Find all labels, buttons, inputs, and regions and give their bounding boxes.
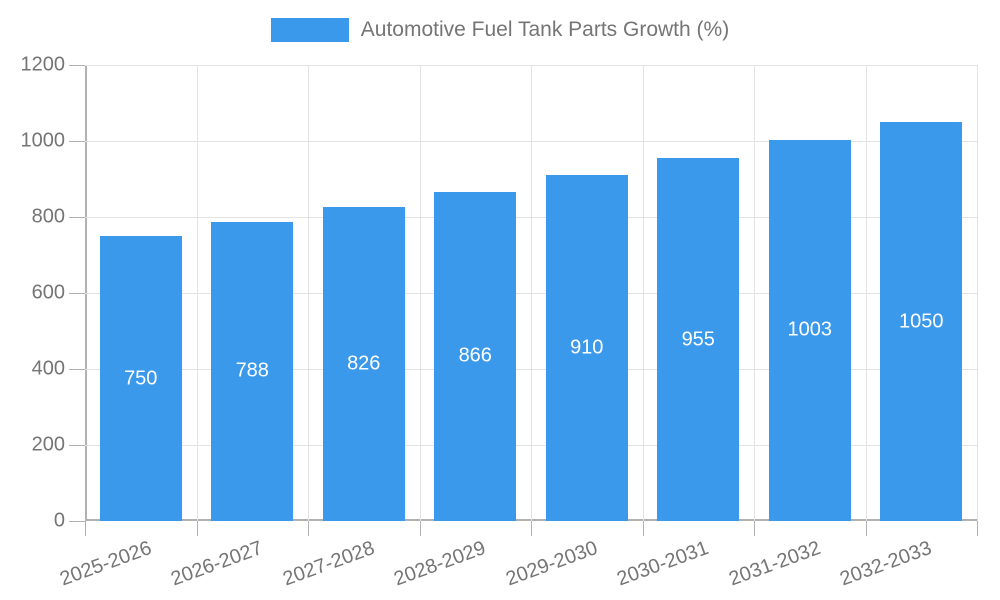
- y-axis-tick: [69, 293, 85, 294]
- x-tick-label: 2032-2033: [837, 537, 935, 591]
- x-axis-tick: [754, 521, 755, 536]
- bar-value-label: 750: [124, 367, 158, 389]
- v-gridline: [196, 65, 198, 521]
- bar-2029-2030[interactable]: [545, 175, 628, 521]
- v-gridline: [642, 65, 644, 521]
- bar-2030-2031[interactable]: [657, 158, 740, 521]
- x-tick-label: 2026-2027: [168, 537, 266, 591]
- bar-value-label: 826: [347, 352, 381, 375]
- y-tick-label: 200: [31, 433, 65, 456]
- x-axis-tick: [642, 521, 644, 536]
- bar-2032-2033[interactable]: [880, 122, 963, 521]
- y-axis-tick: [69, 217, 85, 218]
- y-tick-label: 800: [31, 205, 65, 228]
- x-axis-tick: [196, 521, 198, 536]
- bar-2031-2032[interactable]: [768, 139, 851, 521]
- v-gridline: [419, 65, 421, 521]
- bar-value-label: 1050: [899, 310, 944, 332]
- x-axis-tick: [977, 521, 978, 536]
- x-axis-tick: [865, 521, 867, 536]
- v-gridline: [531, 65, 532, 521]
- bar-value-label: 866: [458, 344, 492, 367]
- y-tick-label: 600: [31, 281, 65, 304]
- y-axis-tick: [69, 141, 85, 142]
- x-tick-label: 2031-2032: [725, 537, 824, 591]
- y-axis-tick: [69, 521, 85, 522]
- bar-2025-2026[interactable]: [99, 236, 182, 521]
- plot-area: 0 200 400 600 800 1000 1200 750 2025-2026 788 2026…: [21, 54, 978, 590]
- x-axis-tick: [85, 521, 86, 536]
- x-axis-tick: [308, 521, 309, 536]
- bar-2028-2029[interactable]: [434, 191, 517, 521]
- bar-2027-2028[interactable]: [322, 207, 405, 521]
- y-tick-label: 1000: [20, 129, 66, 152]
- v-gridline: [754, 65, 755, 521]
- legend[interactable]: Automotive Fuel Tank Parts Growth (%): [0, 18, 1000, 42]
- y-axis-tick: [69, 65, 85, 66]
- bar-value-label: 910: [570, 336, 604, 359]
- legend-label: Automotive Fuel Tank Parts Growth (%): [360, 18, 730, 41]
- x-tick-label: 2030-2031: [614, 537, 712, 591]
- y-tick-label: 0: [53, 509, 65, 532]
- x-tick-label: 2025-2026: [56, 537, 155, 591]
- bar-value-label: 788: [235, 359, 269, 382]
- legend-swatch: [270, 18, 349, 42]
- y-axis-tick: [69, 369, 85, 370]
- x-tick-label: 2029-2030: [502, 537, 601, 591]
- x-tick-label: 2028-2029: [391, 537, 489, 591]
- bar-value-label: 1003: [787, 318, 833, 341]
- v-gridline: [977, 65, 978, 521]
- x-axis-tick: [419, 521, 421, 536]
- v-gridline: [865, 65, 867, 521]
- v-gridline: [308, 65, 309, 521]
- y-tick-label: 400: [31, 357, 65, 380]
- x-axis-tick: [531, 521, 532, 536]
- y-tick-label: 1200: [20, 53, 66, 76]
- bar-2026-2027[interactable]: [211, 221, 294, 521]
- bar-value-label: 955: [681, 328, 715, 351]
- y-axis-tick: [69, 445, 85, 446]
- x-tick-label: 2027-2028: [279, 537, 378, 591]
